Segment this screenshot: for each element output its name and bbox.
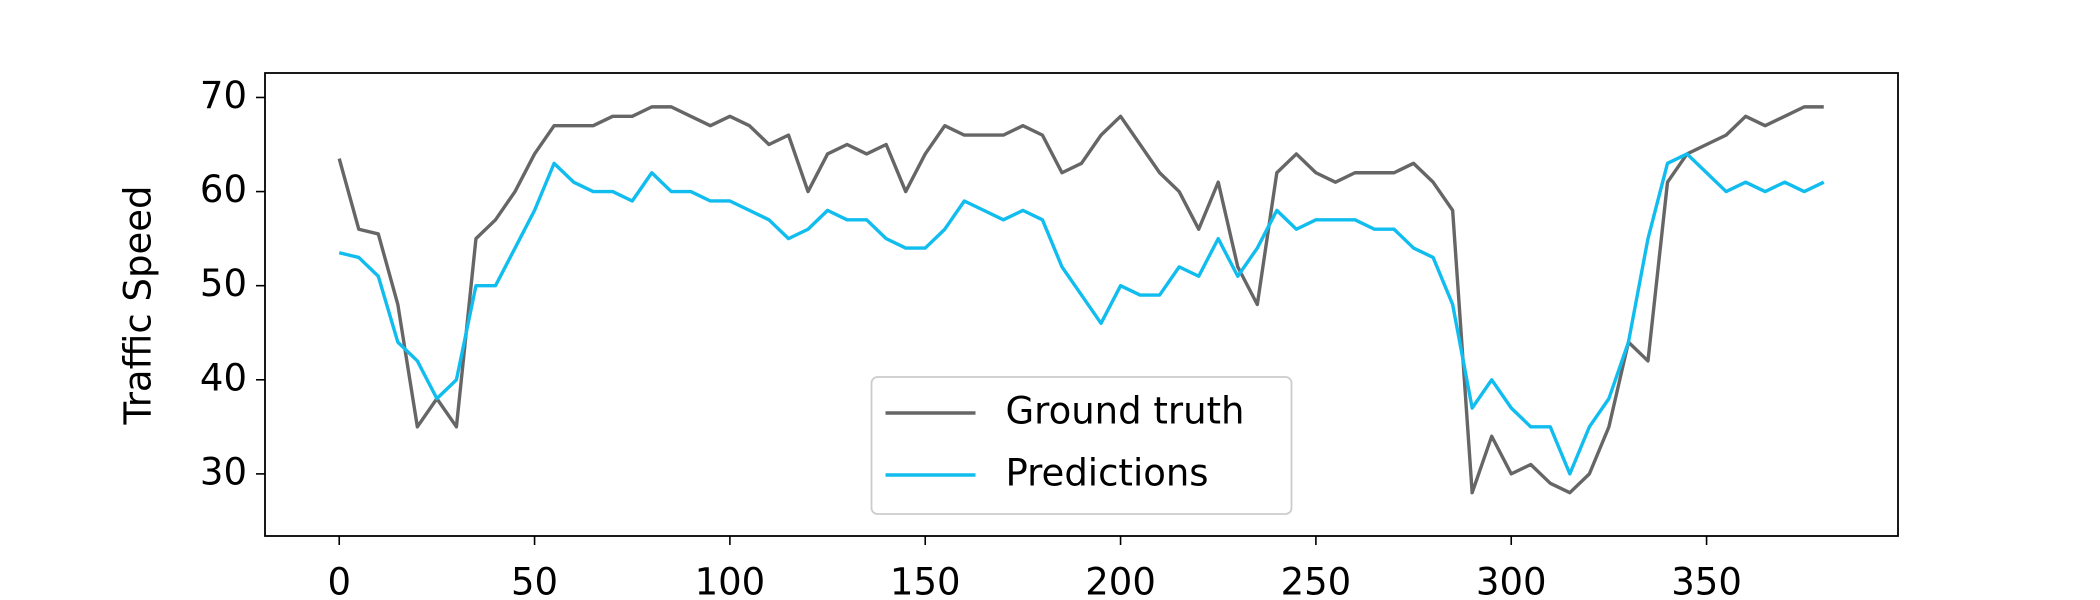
y-tick-label: 70 [200,74,247,117]
x-tick-label: 200 [1085,561,1156,600]
y-tick-label: 60 [200,168,247,211]
legend-label: Ground truth [1006,390,1245,433]
x-tick-label: 0 [327,561,351,600]
x-tick-label: 100 [695,561,766,600]
y-tick-label: 40 [200,356,247,399]
x-tick-label: 350 [1671,561,1742,600]
y-axis-label: Traffic Speed [117,186,160,426]
plot-frame [264,72,1899,537]
legend-box [870,376,1293,515]
legend-label: Predictions [1006,452,1209,495]
y-tick-label: 30 [200,450,247,493]
x-tick-label: 250 [1281,561,1352,600]
y-tick-label: 50 [200,262,247,305]
x-tick-label: 150 [890,561,961,600]
legend: Ground truth Predictions [870,376,1293,515]
x-tick-label: 50 [511,561,558,600]
data-line [338,152,1825,476]
data-line [337,105,1824,495]
x-tick-label: 300 [1476,561,1547,600]
